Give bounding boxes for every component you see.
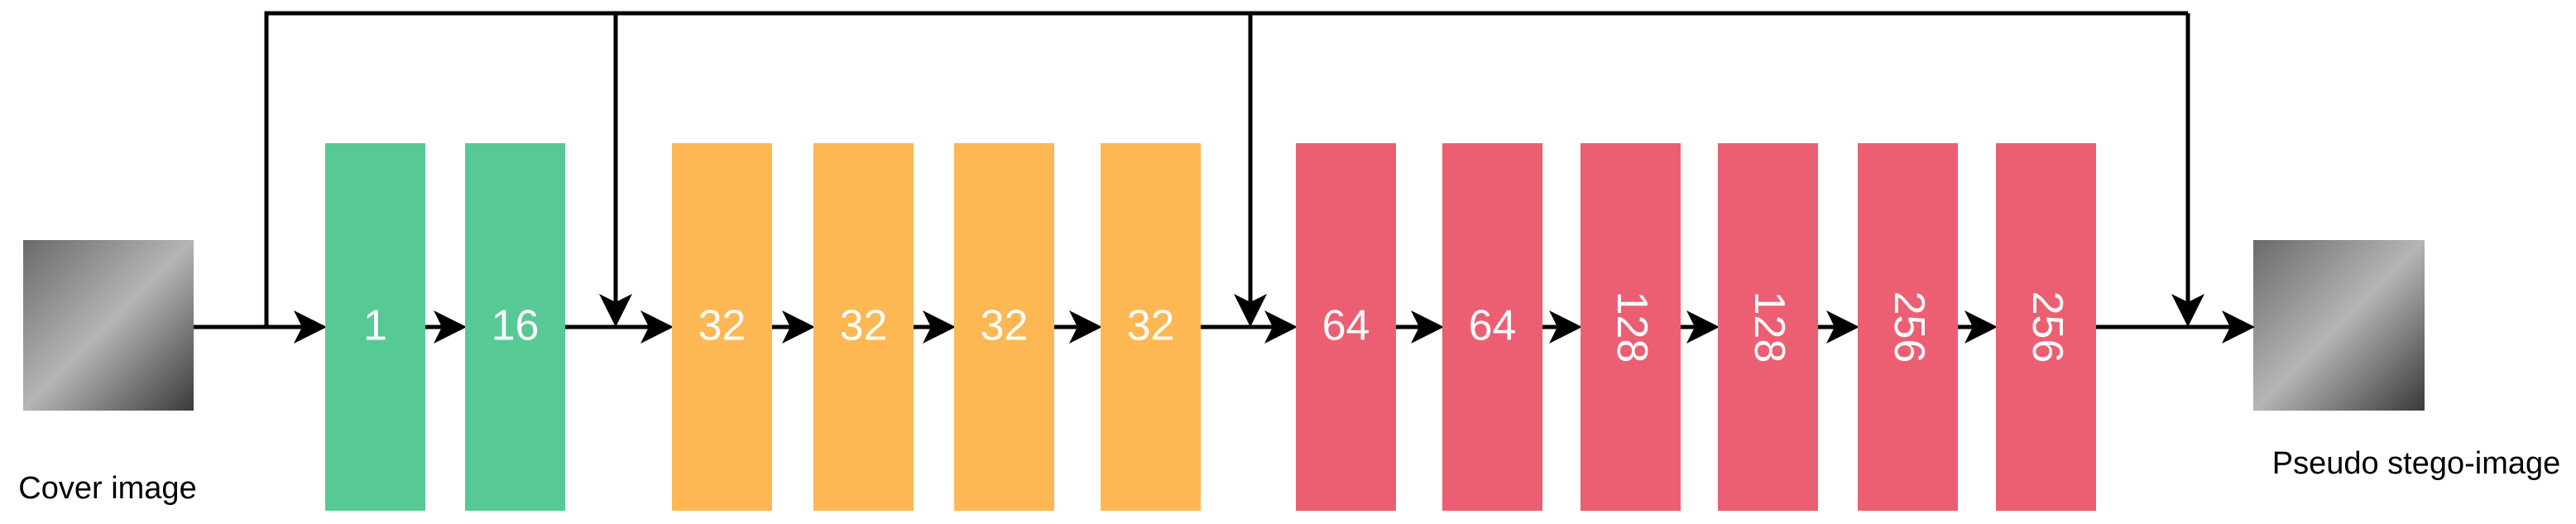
input-label: Cover image	[18, 471, 196, 506]
layer-block	[465, 143, 565, 511]
layer-label: 64	[1322, 302, 1370, 350]
layer-label: 256	[1885, 291, 1933, 363]
layer-block	[1858, 143, 1958, 511]
layer-block	[1581, 143, 1681, 511]
layer-label: 32	[840, 302, 888, 350]
skip-connections	[264, 11, 2204, 327]
layer-label: 128	[1745, 291, 1793, 363]
layer-block	[813, 143, 914, 511]
cover-image	[23, 240, 194, 411]
layer-block	[1718, 143, 1818, 511]
layer-block	[1101, 143, 1201, 511]
stego-image	[2253, 240, 2425, 411]
layer-block	[1442, 143, 1542, 511]
layer-block	[672, 143, 772, 511]
layer-label: 256	[2023, 291, 2071, 363]
layer-label: 64	[1469, 302, 1517, 350]
layer-label: 128	[1608, 291, 1656, 363]
skip-line	[264, 11, 2188, 327]
blocks: 1 16 32 32 32 32 64 64 128 128 256 256	[194, 143, 2255, 511]
layer-label: 32	[1127, 302, 1175, 350]
layer-block	[1996, 143, 2096, 511]
layer-label: 32	[698, 302, 746, 350]
layer-label: 32	[981, 302, 1029, 350]
layer-block	[954, 143, 1054, 511]
layer-block	[1296, 143, 1396, 511]
layer-label: 1	[363, 302, 387, 350]
layer-label: 16	[492, 302, 540, 350]
output-label: Pseudo stego-image	[2272, 446, 2561, 481]
layer-block	[325, 143, 425, 511]
